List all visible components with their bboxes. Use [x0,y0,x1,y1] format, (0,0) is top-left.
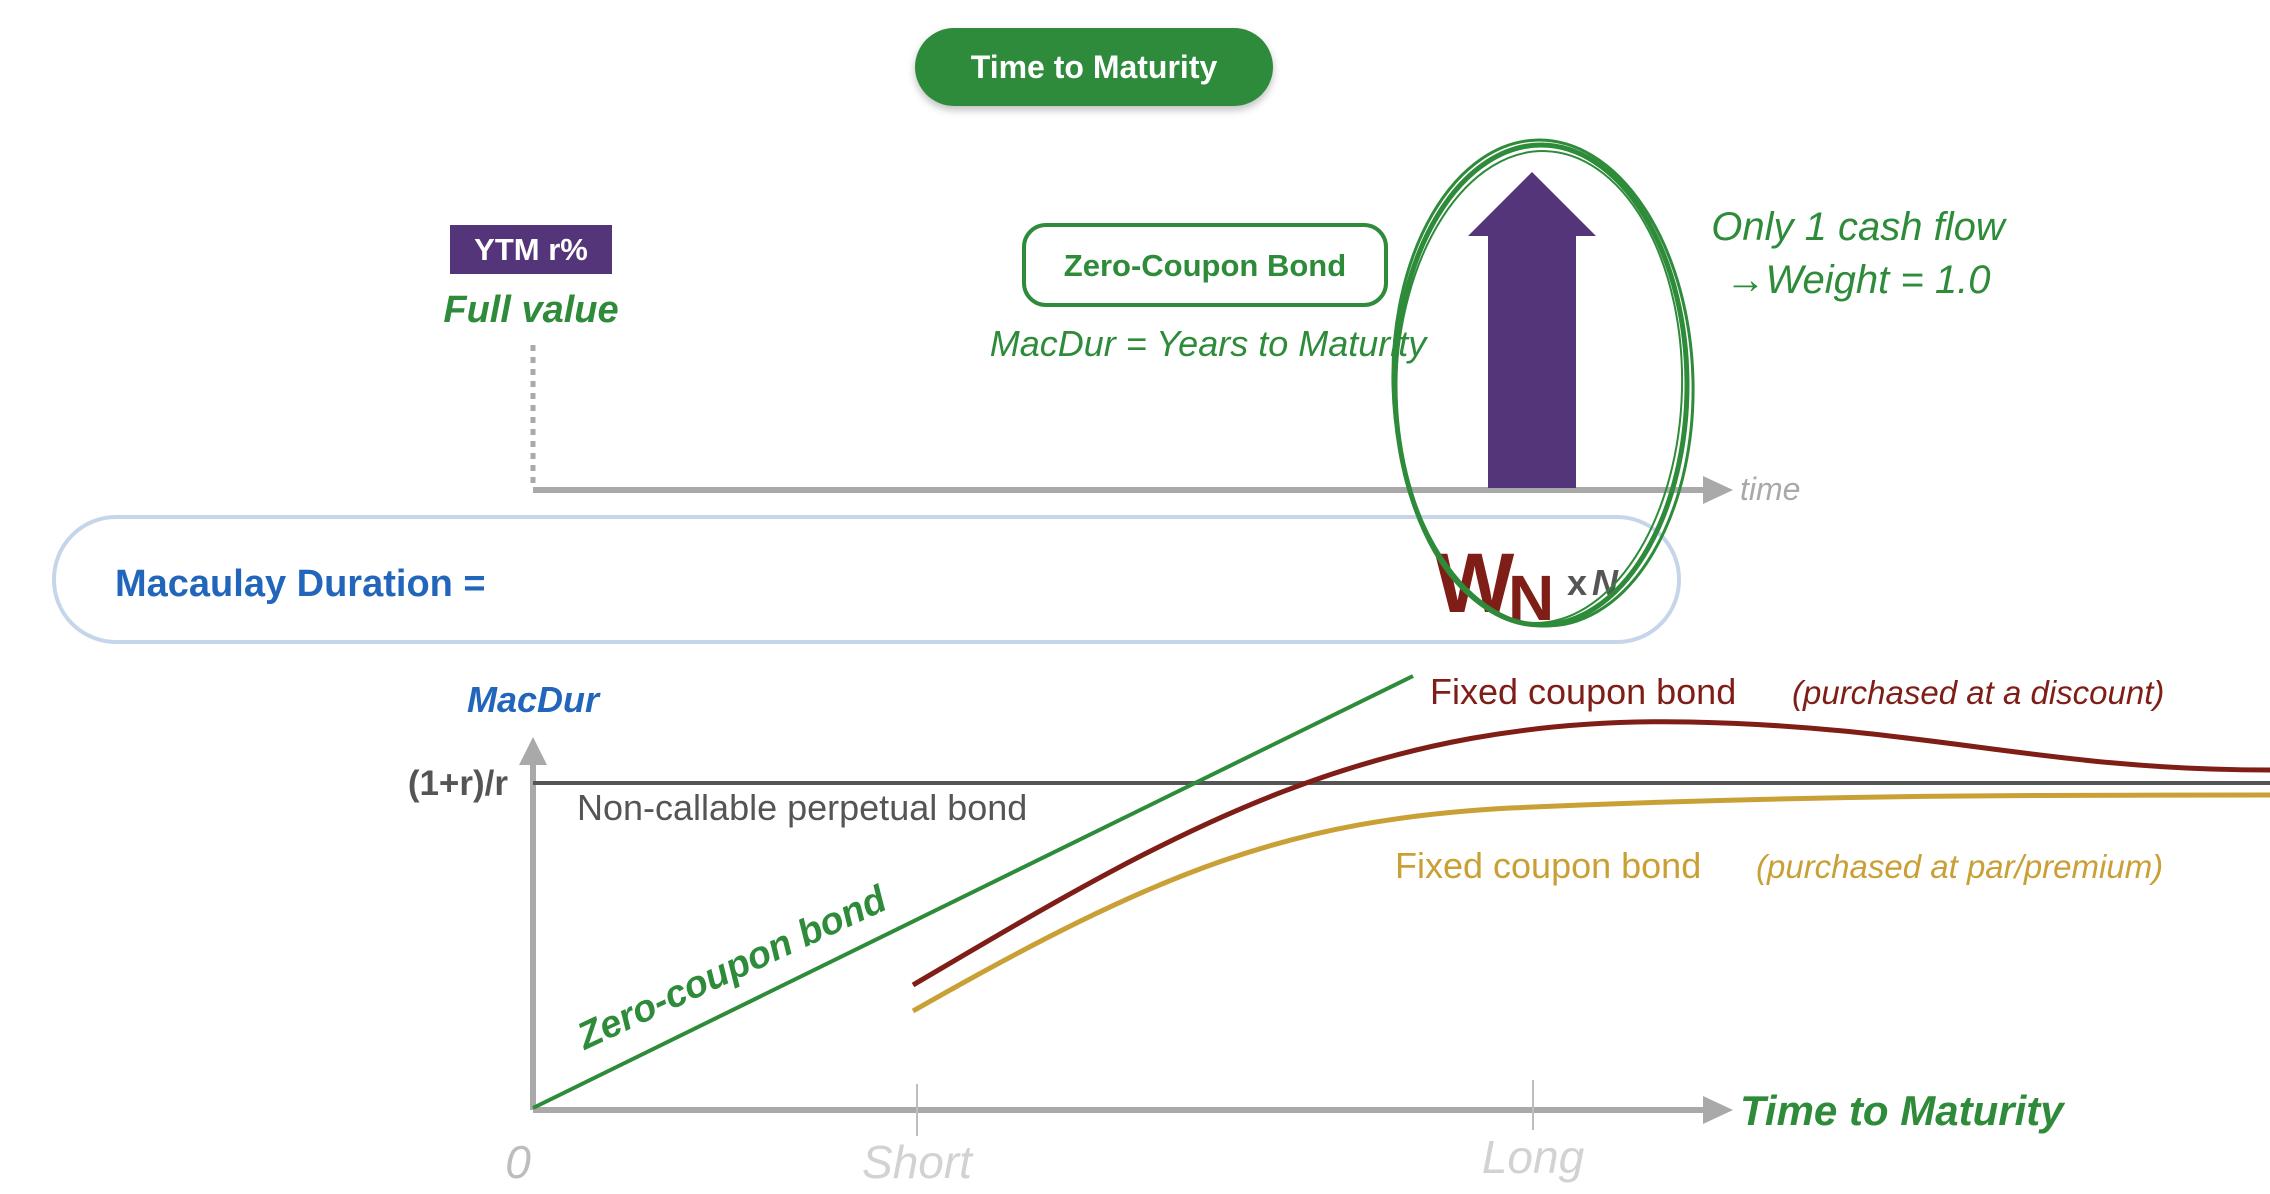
zero-coupon-box-label: Zero-Coupon Bond [1064,248,1346,283]
note-line-2: →Weight = 1.0 [1726,258,1991,302]
par-bond-curve [911,792,2270,1014]
page-title: Time to Maturity [971,49,1218,85]
zero-coupon-box: Zero-Coupon Bond [1022,223,1388,307]
zero-coupon-line [532,674,1414,1110]
macdur-equation: MacDur = Years to Maturity [990,323,1429,364]
tick-label-short: Short [862,1136,974,1188]
weight-n: N [1592,562,1619,603]
macdur-chart: MacDur (1+r)/r Non-callable perpetual bo… [408,671,2270,1188]
tick-label-long: Long [1482,1131,1585,1183]
time-axis-label: time [1740,471,1800,507]
cash-flow-arrow-icon [1468,172,1596,488]
par-bond-label: Fixed coupon bond [1395,845,1701,886]
full-value-label: Full value [443,289,618,331]
note-line-1: Only 1 cash flow [1711,205,2008,249]
ytm-badge: YTM r% [450,225,612,274]
discount-bond-curve [911,719,2270,988]
y-axis-arrow-icon [519,737,547,765]
formula-label: Macaulay Duration = [115,563,486,605]
highlight-ellipse [1391,138,1695,628]
y-level-label: (1+r)/r [408,764,509,803]
title-pill: Time to Maturity [915,28,1273,106]
y-axis-label: MacDur [467,679,601,720]
time-axis-arrow-icon [1703,476,1733,504]
x-axis-arrow-icon [1703,1096,1733,1124]
discount-bond-label: Fixed coupon bond [1430,671,1736,712]
origin-label: 0 [505,1136,531,1188]
x-axis-label: Time to Maturity [1740,1087,2066,1134]
ytm-label: YTM r% [474,232,588,267]
weight-multiply: x [1567,562,1587,603]
par-bond-note: (purchased at par/premium) [1756,848,2163,885]
zero-coupon-label: Zero-coupon bond [570,878,894,1059]
discount-bond-note: (purchased at a discount) [1792,674,2164,711]
perpetual-bond-label: Non-callable perpetual bond [577,787,1027,828]
formula-box [52,515,1681,644]
